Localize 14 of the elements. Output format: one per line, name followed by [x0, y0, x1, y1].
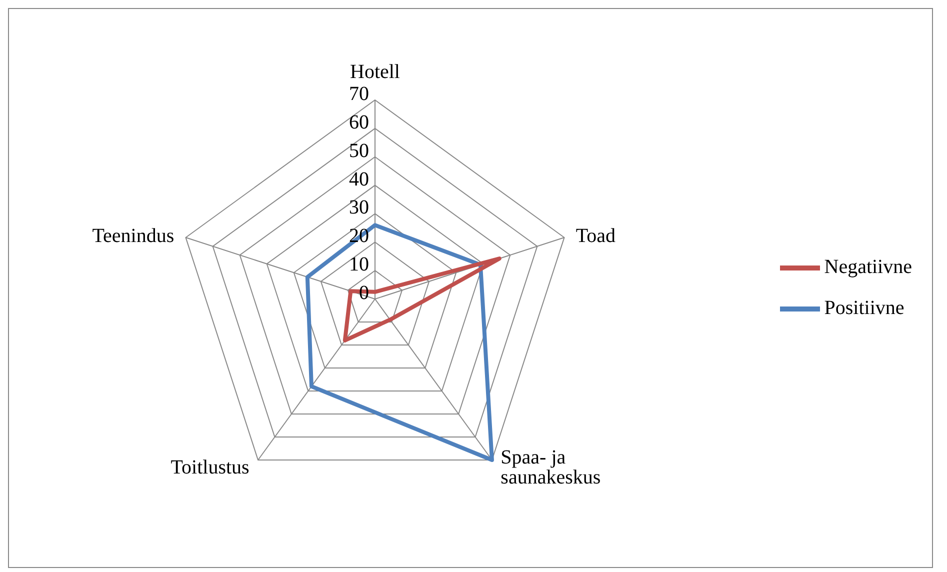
- spoke-label: Teenindus: [92, 225, 174, 248]
- y-tick-label: 40: [349, 168, 369, 190]
- y-tick-label: 30: [349, 196, 369, 219]
- spoke-label: Toitlustus: [170, 456, 250, 479]
- y-tick-label: 10: [349, 254, 369, 276]
- y-tick-label: 60: [349, 111, 369, 134]
- spoke-label: Spaa- ja saunakeskus: [500, 446, 601, 489]
- legend-label: Positiivne: [824, 297, 904, 319]
- y-tick-label: 50: [349, 140, 369, 162]
- y-tick-label: 0: [359, 282, 369, 304]
- spoke-label: Toad: [576, 225, 616, 248]
- y-tick-label: 70: [349, 83, 369, 105]
- legend-label: Negatiivne: [824, 256, 912, 278]
- spoke-label: Hotell: [350, 61, 400, 83]
